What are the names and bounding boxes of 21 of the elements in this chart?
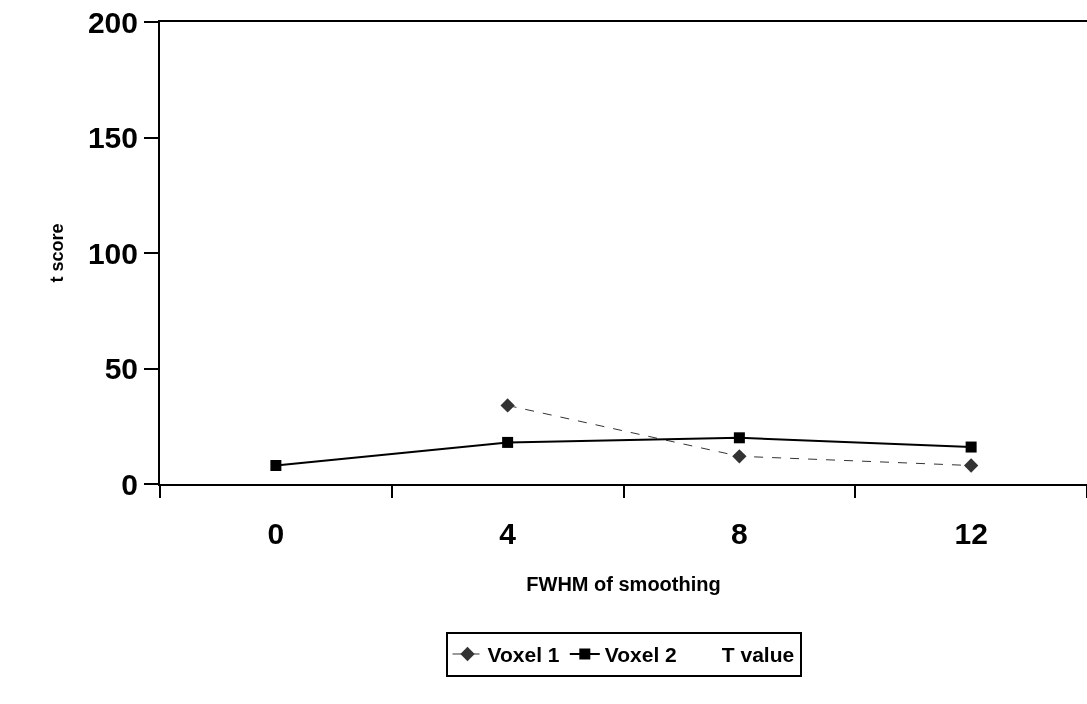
x-tick-label: 0 (267, 517, 285, 550)
y-tick-label: 0 (121, 467, 138, 501)
point (502, 436, 514, 448)
text: T value (721, 643, 795, 667)
x-tick-label: 12 (954, 517, 988, 550)
y-tick-label: 150 (87, 121, 138, 154)
y-tick-label: 100 (87, 236, 138, 270)
point (965, 441, 977, 453)
y-tick-label: 200 (87, 5, 138, 39)
point (963, 458, 979, 473)
x-axis-title: FWHM of smoothing (526, 573, 721, 595)
point (733, 432, 745, 444)
legend-label: Voxel 2 (604, 643, 677, 667)
legend-label: Voxel 1 (487, 643, 560, 667)
point (732, 449, 747, 464)
y-tick-label: 50 (104, 352, 138, 385)
point (500, 398, 515, 413)
x-tick-label: 4 (499, 517, 517, 550)
y-axis-title: t score (46, 223, 67, 283)
point (270, 460, 282, 472)
x-tick-label: 8 (731, 517, 748, 550)
